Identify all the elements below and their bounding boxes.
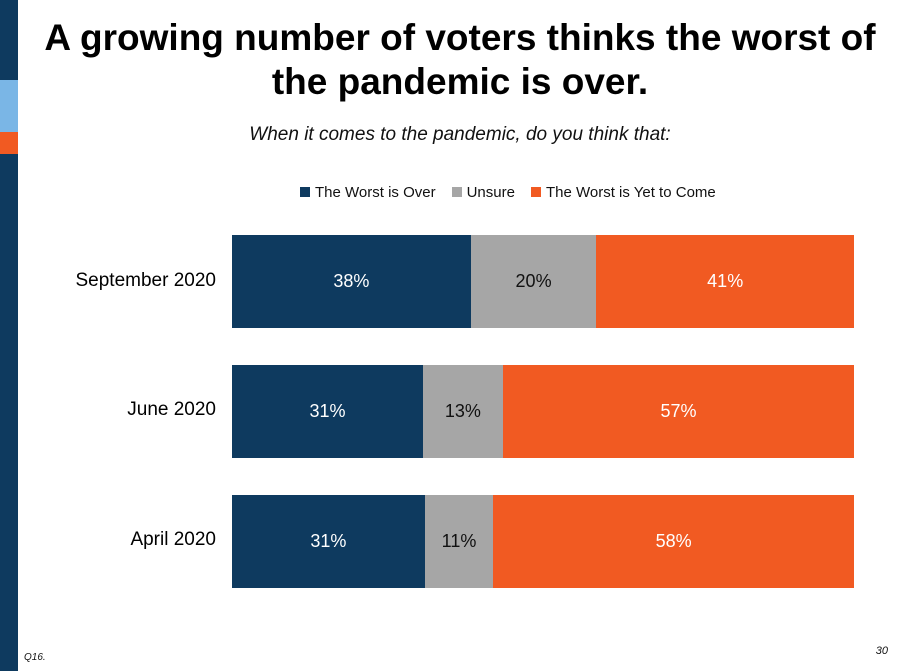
legend-swatch-yet-to-come [530, 187, 541, 197]
data-label-april-2020-unsure: 11% [441, 531, 477, 551]
legend-label-yet-to-come: The Worst is Yet to Come [545, 183, 716, 201]
category-label-june-2020: June 2020 [127, 399, 216, 420]
bar-june-2020-the-worst-is-over: 31% [232, 365, 423, 458]
data-label-september-2020-unsure: 20% [515, 271, 552, 291]
bar-april-2020-the-worst-is-over: 31% [232, 495, 425, 588]
side-bar [0, 0, 18, 671]
data-label-june-2020-the-worst-is-over: 31% [309, 401, 346, 421]
side-accent-orange [0, 132, 18, 154]
category-label-april-2020: April 2020 [130, 529, 216, 550]
data-label-april-2020-the-worst-is-over: 31% [310, 531, 347, 551]
legend-item-yet-to-come: The Worst is Yet to Come [530, 183, 716, 201]
data-label-september-2020-the-worst-is-over: 38% [333, 271, 370, 291]
bar-june-2020-unsure: 13% [422, 365, 503, 458]
bar-april-2020-the-worst-is-yet-to-come: 58% [493, 495, 854, 588]
bar-june-2020-the-worst-is-yet-to-come: 57% [502, 365, 854, 458]
bar-september-2020-unsure: 20% [470, 235, 597, 328]
bar-september-2020-the-worst-is-over: 38% [232, 235, 471, 328]
bar-september-2020-the-worst-is-yet-to-come: 41% [596, 235, 854, 328]
category-label-september-2020: September 2020 [75, 270, 217, 291]
bar-april-2020-unsure: 11% [424, 495, 494, 588]
slide-title: A growing number of voters thinks the wo… [44, 17, 876, 102]
legend-label-unsure: Unsure [466, 183, 515, 201]
data-label-september-2020-the-worst-is-yet-to-come: 41% [707, 271, 744, 291]
legend-label-worst-over: The Worst is Over [315, 183, 436, 201]
side-accent-blue [0, 80, 18, 132]
legend-item-unsure: Unsure [451, 183, 515, 201]
chart-legend: The Worst is Over Unsure The Worst is Ye… [300, 182, 820, 202]
data-label-april-2020-the-worst-is-yet-to-come: 58% [655, 531, 692, 551]
legend-item-worst-over: The Worst is Over [300, 184, 436, 201]
legend-swatch-unsure [451, 187, 462, 197]
slide-subtitle: When it comes to the pandemic, do you th… [249, 124, 671, 145]
legend-swatch-worst-over [300, 187, 310, 197]
data-label-june-2020-the-worst-is-yet-to-come: 57% [660, 401, 697, 421]
question-footnote: Q16. [24, 652, 46, 663]
page-number: 30 [875, 645, 888, 657]
data-label-june-2020-unsure: 13% [444, 401, 481, 421]
